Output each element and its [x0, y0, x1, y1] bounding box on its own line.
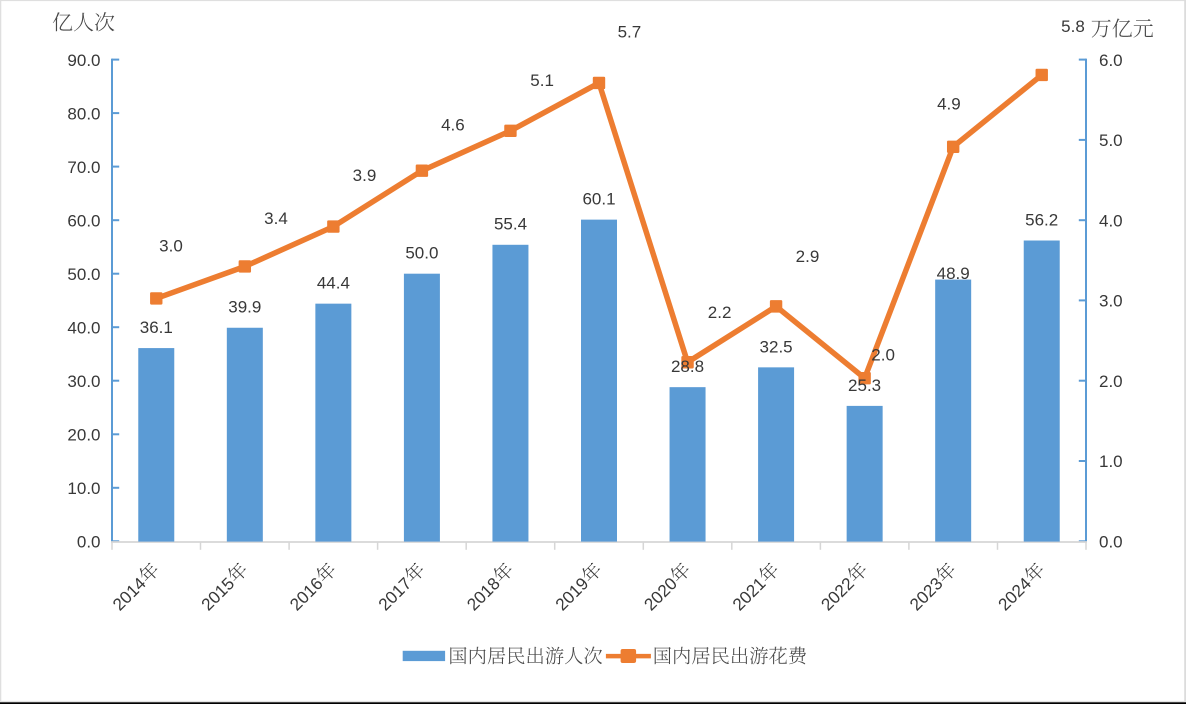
svg-text:2.0: 2.0 — [871, 346, 895, 365]
svg-text:3.0: 3.0 — [1099, 292, 1123, 311]
svg-text:3.0: 3.0 — [159, 237, 183, 256]
svg-text:40.0: 40.0 — [67, 318, 100, 337]
svg-text:3.4: 3.4 — [264, 209, 288, 228]
svg-text:80.0: 80.0 — [67, 104, 100, 123]
svg-text:3.9: 3.9 — [353, 166, 377, 185]
svg-text:2.0: 2.0 — [1099, 372, 1123, 391]
svg-text:44.4: 44.4 — [317, 274, 350, 293]
svg-text:2.9: 2.9 — [796, 247, 820, 266]
svg-text:0.0: 0.0 — [1099, 533, 1123, 552]
svg-text:2.2: 2.2 — [708, 303, 732, 322]
svg-text:20.0: 20.0 — [67, 426, 100, 445]
svg-text:1.0: 1.0 — [1099, 452, 1123, 471]
svg-text:6.0: 6.0 — [1099, 51, 1123, 70]
svg-text:90.0: 90.0 — [67, 51, 100, 70]
svg-text:5.8: 5.8 — [1061, 17, 1085, 36]
svg-text:32.5: 32.5 — [760, 337, 793, 356]
svg-text:56.2: 56.2 — [1025, 210, 1058, 229]
svg-text:60.1: 60.1 — [582, 190, 615, 209]
svg-text:4.9: 4.9 — [937, 95, 961, 114]
svg-text:4.0: 4.0 — [1099, 211, 1123, 230]
svg-text:4.6: 4.6 — [441, 116, 465, 135]
svg-text:30.0: 30.0 — [67, 372, 100, 391]
svg-text:70.0: 70.0 — [67, 158, 100, 177]
svg-text:5.0: 5.0 — [1099, 131, 1123, 150]
svg-text:60.0: 60.0 — [67, 211, 100, 230]
svg-text:5.1: 5.1 — [530, 71, 554, 90]
svg-text:25.3: 25.3 — [848, 376, 881, 395]
svg-text:39.9: 39.9 — [228, 298, 261, 317]
svg-text:0.0: 0.0 — [77, 533, 101, 552]
svg-text:36.1: 36.1 — [140, 318, 173, 337]
svg-text:10.0: 10.0 — [67, 479, 100, 498]
svg-text:5.7: 5.7 — [618, 22, 642, 41]
svg-text:28.8: 28.8 — [671, 357, 704, 376]
svg-text:48.9: 48.9 — [937, 264, 970, 283]
svg-text:50.0: 50.0 — [405, 244, 438, 263]
svg-text:55.4: 55.4 — [494, 215, 527, 234]
svg-text:50.0: 50.0 — [67, 265, 100, 284]
